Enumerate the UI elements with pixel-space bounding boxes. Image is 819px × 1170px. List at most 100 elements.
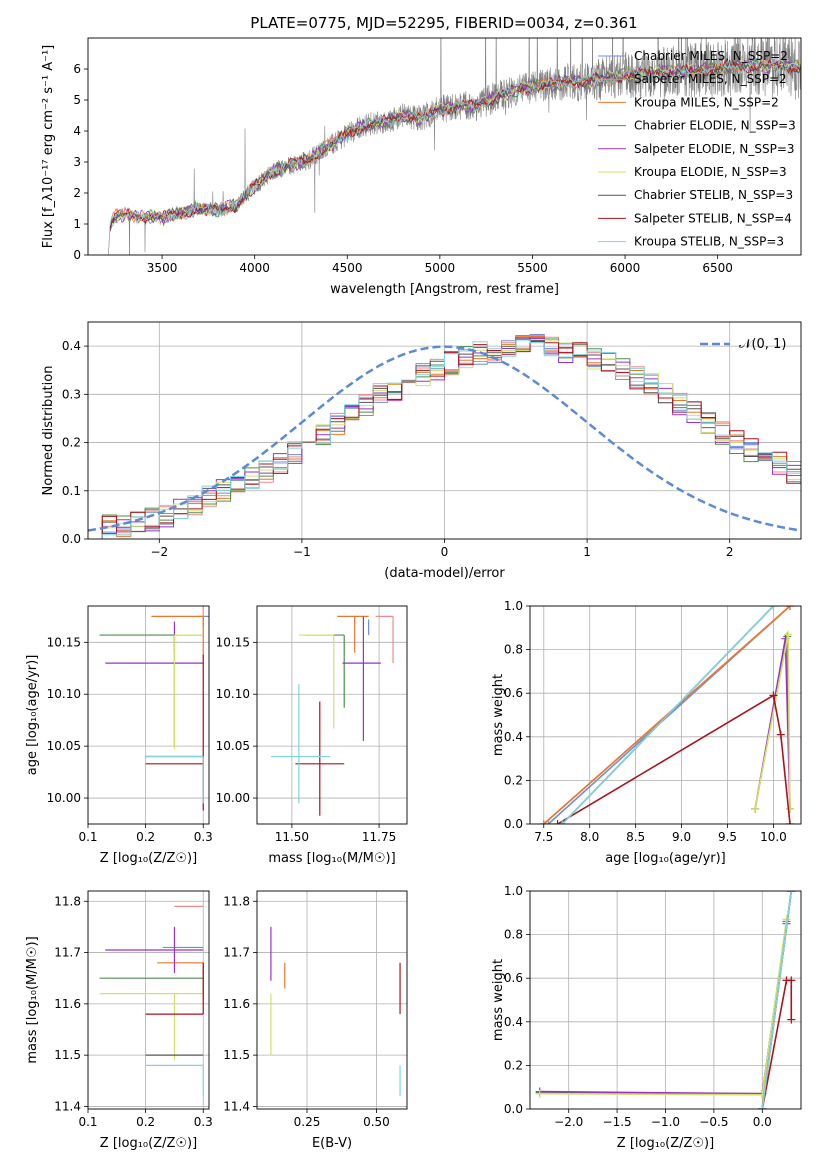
data-point-kroupa_stelib: [145, 1064, 204, 1097]
y-tick-label: 1.0: [504, 599, 523, 613]
y-tick-label: 5: [73, 93, 81, 107]
data-point-kroupa_elodie: [99, 992, 204, 1061]
series-marker: [544, 820, 553, 824]
legend-entry: Chabrier STELIB, N_SSP=3: [634, 188, 793, 202]
axes-frame: [256, 890, 408, 1110]
data-point-kroupa_elodie: [298, 634, 335, 729]
series-marker: [758, 1105, 767, 1109]
y-tick-label: 11.4: [223, 1099, 250, 1113]
x-tick-label: 6000: [610, 261, 641, 275]
y-tick-label: 0.6: [504, 686, 523, 700]
series-kroupa_stelib: [758, 891, 796, 1109]
legend-entry: Chabrier ELODIE, N_SSP=3: [634, 119, 796, 133]
y-tick-label: 0: [73, 248, 81, 262]
y-tick-label: 1: [73, 217, 81, 231]
x-tick-label: −1.5: [603, 1115, 632, 1129]
x-tick-label: 0: [441, 545, 449, 559]
x-tick-label: 0.50: [363, 1115, 390, 1129]
x-tick-label: 0.1: [78, 830, 97, 844]
x-tick-label: 0.3: [194, 1115, 213, 1129]
x-tick-label: 11.75: [362, 830, 396, 844]
panel-weight_vs_age: 7.5 8.0 8.5 9.0 9.5 10.0 0.0 0.2 0.4 0.6 0.8 1.0 age…: [491, 599, 802, 866]
series-marker: [785, 804, 794, 813]
y-tick-label: 0.0: [504, 1102, 523, 1116]
model-spectrum-kroupa_stelib: [109, 57, 801, 226]
y-tick-label: 11.6: [54, 997, 81, 1011]
y-tick-label: 0.4: [62, 339, 81, 353]
legend-entry: 𝒩(0, 1): [739, 337, 786, 352]
y-tick-label: 0.2: [62, 436, 81, 450]
series-marker: [785, 606, 794, 610]
series-kroupa_elodie: [535, 915, 791, 1099]
series-line: [539, 923, 788, 1095]
panel-mass_vs_ebv: 0.25 0.50 11.4 11.5 11.6 11.7 11.8 E(B-V): [223, 890, 408, 1151]
panel-spectrum: 3500 4000 4500 5000 5500 6000 6500 0 1 2 3 4 5 6 wavel…: [41, 37, 802, 297]
legend-entry: Kroupa MILES, N_SSP=2: [634, 95, 779, 109]
x-tick-label: 4500: [332, 261, 363, 275]
y-tick-label: 10.15: [47, 635, 81, 649]
y-tick-label: 11.6: [223, 997, 250, 1011]
axes-frame: [529, 890, 802, 1110]
y-tick-label: 0.2: [504, 773, 523, 787]
x-tick-label: 1: [583, 545, 591, 559]
y-tick-label: 6: [73, 62, 81, 76]
plot-area-age_vs_Z: [88, 606, 209, 824]
x-tick-label: 9.5: [718, 830, 737, 844]
data-point-salpeter_elodie: [105, 621, 204, 747]
panel-age_vs_Z: 0.1 0.2 0.3 10.00 10.05 10.10 10.15 Z [log₁₀(Z/…: [25, 605, 213, 866]
y-tick-label: 0.8: [504, 928, 523, 942]
x-tick-label: −0.5: [699, 1115, 728, 1129]
histogram-chabrier_miles: [88, 333, 801, 539]
data-point-kroupa_miles: [151, 615, 204, 658]
data-point-salpeter_stelib: [145, 962, 204, 1015]
x-tick-label: −1.0: [651, 1115, 680, 1129]
plot-area-weight_vs_Z: [530, 891, 801, 1109]
series-marker: [558, 820, 567, 824]
legend-entry: Kroupa ELODIE, N_SSP=3: [634, 165, 787, 179]
axes-frame: [256, 605, 408, 825]
data-point-kroupa_stelib: [270, 683, 331, 804]
axes-frame: [87, 321, 802, 540]
axes-frame: [529, 605, 802, 825]
y-tick-label: 3: [73, 155, 81, 169]
x-tick-label: 0.25: [294, 1115, 321, 1129]
y-tick-label: 10.10: [47, 687, 81, 701]
panel-age_vs_mass: 11.50 11.75 10.00 10.05 10.10 10.15 mass [log₁…: [216, 605, 408, 866]
x-axis-label: mass [log₁₀(M/M☉)]: [268, 851, 395, 866]
series-line: [754, 634, 791, 809]
x-tick-label: 3500: [147, 261, 178, 275]
model-spectrum-salpeter_stelib: [109, 58, 801, 229]
x-tick-label: 4000: [239, 261, 270, 275]
y-tick-label: 10.05: [216, 739, 250, 753]
histogram-kroupa_stelib: [88, 339, 801, 539]
y-tick-label: 0.6: [504, 971, 523, 985]
x-tick-label: 5000: [425, 261, 456, 275]
panel-mass_vs_Z: 0.1 0.2 0.3 11.4 11.5 11.6 11.7 11.8 Z [log₁₀(Z/…: [25, 890, 213, 1151]
y-axis-label: age [log₁₀(age/yr)]: [25, 655, 40, 776]
series-marker: [787, 976, 796, 985]
series-marker: [751, 804, 760, 813]
y-tick-label: 10.10: [216, 687, 250, 701]
x-tick-label: 8.5: [626, 830, 645, 844]
series-marker: [787, 891, 796, 895]
y-tick-label: 0.4: [504, 730, 523, 744]
x-tick-label: 9.0: [672, 830, 691, 844]
series-line: [761, 891, 793, 1109]
series-marker: [769, 691, 778, 700]
y-tick-label: 11.4: [54, 1099, 81, 1113]
series-line: [561, 606, 774, 824]
y-axis-label: mass weight: [491, 674, 506, 756]
axes-frame: [87, 890, 210, 1110]
panel-weight_vs_Z: −2.0 −1.5 −1.0 −0.5 0.0 0.0 0.2 0.4 0.6 0.8 1.0 Z […: [491, 884, 802, 1151]
x-axis-label: Z [log₁₀(Z/Z☉)]: [617, 1136, 714, 1151]
plot-area-age_vs_mass: [257, 606, 407, 824]
series-line: [539, 919, 788, 1096]
y-tick-label: 0.8: [504, 643, 523, 657]
data-point-chabrier_miles: [202, 615, 209, 627]
data-point-salpeter_elodie: [342, 616, 381, 741]
x-tick-label: 0.2: [136, 1115, 155, 1129]
series-marker: [784, 630, 793, 639]
plot-area-spectrum: [108, 38, 801, 255]
x-axis-label: E(B-V): [312, 1136, 352, 1151]
